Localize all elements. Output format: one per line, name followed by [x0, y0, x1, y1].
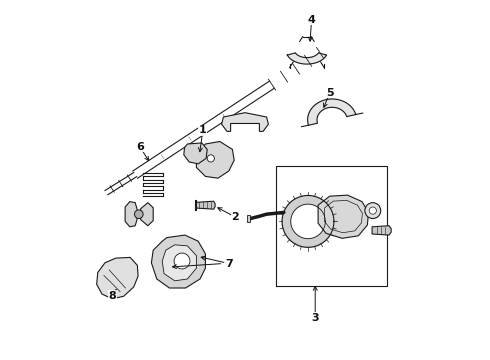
Polygon shape: [125, 202, 137, 227]
Polygon shape: [318, 195, 368, 238]
Text: 6: 6: [136, 142, 144, 152]
Circle shape: [365, 203, 381, 219]
Circle shape: [369, 207, 376, 214]
Polygon shape: [184, 143, 207, 164]
Polygon shape: [308, 99, 356, 125]
Circle shape: [174, 253, 190, 269]
Circle shape: [134, 210, 143, 219]
Polygon shape: [221, 113, 269, 131]
Polygon shape: [196, 141, 234, 178]
Polygon shape: [247, 215, 250, 222]
Text: 8: 8: [109, 291, 117, 301]
Text: 3: 3: [311, 312, 319, 323]
Polygon shape: [196, 201, 215, 209]
Text: 2: 2: [231, 212, 239, 222]
Polygon shape: [151, 235, 205, 288]
Polygon shape: [141, 203, 153, 226]
Circle shape: [207, 155, 215, 162]
Text: 1: 1: [199, 125, 207, 135]
Polygon shape: [372, 226, 391, 235]
Text: 7: 7: [225, 258, 233, 269]
Polygon shape: [162, 245, 196, 281]
Polygon shape: [287, 53, 326, 64]
Text: 4: 4: [308, 15, 316, 25]
Polygon shape: [282, 195, 334, 247]
Polygon shape: [97, 257, 138, 299]
Text: 5: 5: [326, 88, 333, 98]
